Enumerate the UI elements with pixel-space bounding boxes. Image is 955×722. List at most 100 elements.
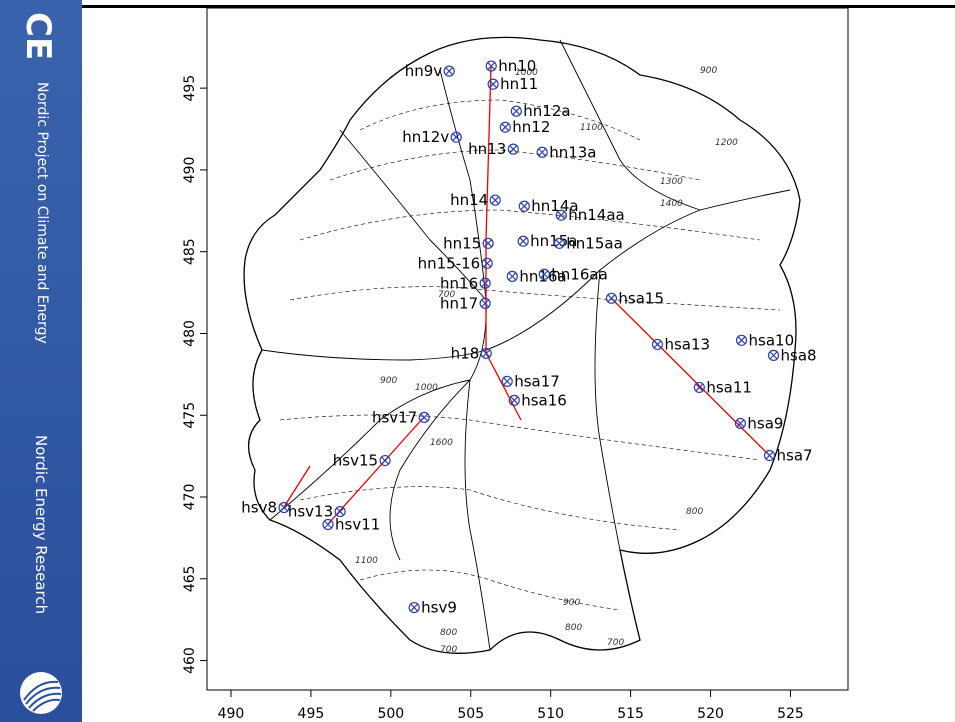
station-marker <box>444 66 454 76</box>
station-marker <box>518 236 528 246</box>
station-marker <box>502 376 512 386</box>
marker-cross <box>446 68 453 75</box>
station-marker <box>507 271 517 281</box>
station-label: hsv9 <box>421 599 457 617</box>
contour-label: 700 <box>440 645 457 655</box>
station-label: hsa7 <box>777 446 813 464</box>
station-label: hsa9 <box>747 414 783 432</box>
station-marker <box>737 335 747 345</box>
station-label: hsa17 <box>514 372 560 390</box>
contour-label: 1000 <box>415 383 438 393</box>
station-marker <box>652 339 662 349</box>
marker-cross <box>511 397 518 404</box>
station-marker <box>451 132 461 142</box>
contour-label: 800 <box>686 507 703 517</box>
station-marker <box>323 519 333 529</box>
marker-cross <box>502 124 509 131</box>
contour-label: 1400 <box>660 199 683 209</box>
x-tick-label: 525 <box>777 706 804 722</box>
station-marker <box>606 293 616 303</box>
station-label: hn9v <box>405 62 443 80</box>
marker-cross <box>382 457 389 464</box>
station-label: hsa16 <box>521 391 567 409</box>
station-label: hsv8 <box>241 498 277 516</box>
station-marker <box>511 106 521 116</box>
marker-cross <box>337 508 344 515</box>
marker-cross <box>654 341 661 348</box>
station-label: hn10 <box>498 57 536 75</box>
y-tick-label: 460 <box>182 647 198 674</box>
marker-cross <box>520 238 527 245</box>
station-marker <box>500 122 510 132</box>
station-label: hn13 <box>468 140 506 158</box>
x-tick-label: 520 <box>697 706 724 722</box>
y-tick-label: 470 <box>182 484 198 511</box>
station-marker <box>409 603 419 613</box>
contour-label: 900 <box>380 376 397 386</box>
marker-cross <box>482 300 489 307</box>
marker-cross <box>484 260 491 267</box>
station-label: hn11 <box>500 75 538 93</box>
y-tick-label: 480 <box>182 320 198 347</box>
x-tick-label: 495 <box>298 706 325 722</box>
y-tick-label: 490 <box>182 157 198 184</box>
contour-label: 1200 <box>715 138 738 148</box>
marker-cross <box>608 295 615 302</box>
station-label: hn12v <box>402 128 449 146</box>
contour-label: 1100 <box>355 556 378 566</box>
contour-label: 700 <box>607 638 624 648</box>
contour-label: 1600 <box>430 438 453 448</box>
marker-cross <box>504 378 511 385</box>
marker-cross <box>513 108 520 115</box>
station-label: hn16 <box>440 274 478 292</box>
marker-cross <box>738 337 745 344</box>
station-label: hn17 <box>440 294 478 312</box>
contour-label: 900 <box>700 66 717 76</box>
station-label: hsv15 <box>333 452 378 470</box>
marker-cross <box>539 149 546 156</box>
y-tick-label: 485 <box>182 238 198 265</box>
station-marker <box>488 79 498 89</box>
station-label: hn12 <box>512 118 550 136</box>
y-tick-label: 475 <box>182 402 198 429</box>
y-tick-label: 465 <box>182 565 198 592</box>
marker-cross <box>281 504 288 511</box>
station-label: hn15-16 <box>418 254 481 272</box>
station-label: hn14 <box>450 191 488 209</box>
station-marker <box>769 350 779 360</box>
station-marker <box>537 147 547 157</box>
contour-label: 1100 <box>580 123 603 133</box>
station-marker <box>519 201 529 211</box>
y-tick-label: 495 <box>182 75 198 102</box>
station-label: hsa15 <box>618 289 664 307</box>
station-marker <box>480 298 490 308</box>
station-marker <box>380 456 390 466</box>
contour-label: 800 <box>565 623 582 633</box>
station-label: hn15aa <box>566 234 622 252</box>
x-tick-label: 515 <box>617 706 644 722</box>
station-label: hsv11 <box>335 515 380 533</box>
contour-label: 800 <box>440 628 457 638</box>
contour-label: 1300 <box>660 177 683 187</box>
x-tick-label: 490 <box>218 706 245 722</box>
marker-cross <box>325 521 332 528</box>
station-label: hsv17 <box>372 408 417 426</box>
station-label: hsa8 <box>781 346 817 364</box>
station-marker <box>483 238 493 248</box>
station-label: hsa13 <box>664 335 710 353</box>
x-tick-label: 505 <box>457 706 484 722</box>
contour-lines <box>280 100 780 610</box>
station-marker <box>508 144 518 154</box>
marker-cross <box>510 146 517 153</box>
marker-cross <box>509 273 516 280</box>
station-label: hn14aa <box>568 206 624 224</box>
marker-cross <box>411 604 418 611</box>
station-marker <box>765 450 775 460</box>
station-label: hn15 <box>443 234 481 252</box>
page: {"sidebar":{"logo":"CE","project":"Nordi… <box>0 0 955 722</box>
marker-cross <box>453 134 460 141</box>
station-marker <box>480 278 490 288</box>
x-tick-label: 500 <box>377 706 404 722</box>
station-marker <box>694 382 704 392</box>
marker-cross <box>482 280 489 287</box>
